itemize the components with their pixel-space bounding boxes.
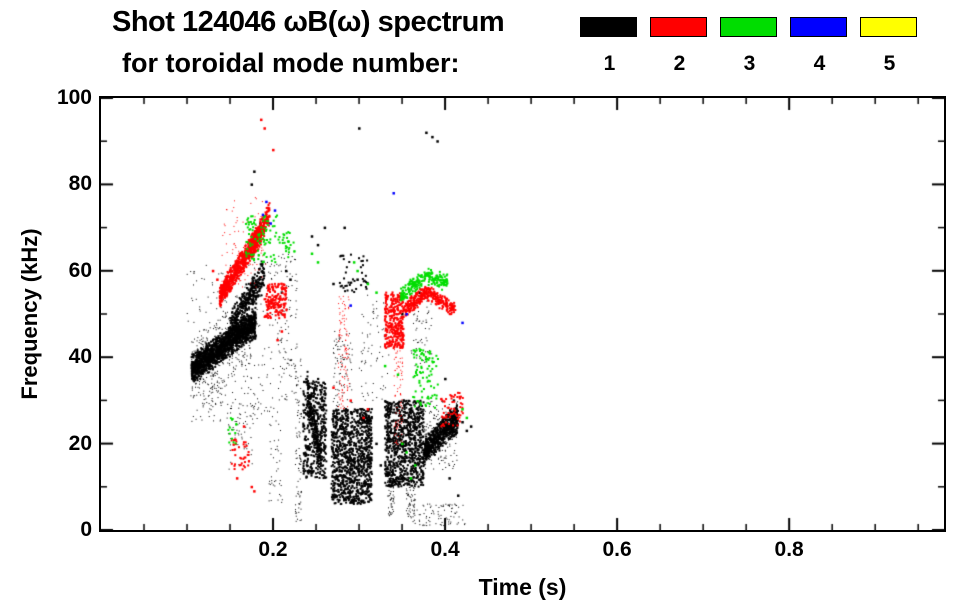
legend-swatch-n5 — [860, 17, 917, 37]
spectrogram-canvas — [101, 98, 944, 530]
y-tick-label-60: 60 — [68, 258, 92, 282]
figure-subtitle: for toroidal mode number: — [122, 48, 460, 78]
y-tick-label-40: 40 — [68, 345, 92, 369]
x-tick-label-0.4: 0.4 — [430, 538, 460, 561]
x-tick-label-0.2: 0.2 — [258, 538, 288, 561]
y-tick-label-80: 80 — [68, 172, 92, 196]
figure-title: Shot 124046 ωB(ω) spectrum — [112, 6, 505, 38]
x-tick-label-0.8: 0.8 — [774, 538, 804, 561]
legend-label-n2: 2 — [673, 52, 686, 75]
legend-label-n4: 4 — [813, 52, 826, 75]
legend-swatch-n3 — [720, 17, 777, 37]
legend-swatch-n4 — [790, 17, 847, 37]
y-tick-label-20: 20 — [68, 431, 92, 455]
legend-swatch-n1 — [580, 17, 637, 37]
y-tick-label-0: 0 — [80, 518, 92, 541]
x-tick-label-0.6: 0.6 — [602, 538, 632, 561]
legend-label-n3: 3 — [743, 52, 756, 75]
legend-label-n1: 1 — [603, 52, 616, 75]
legend-swatch-n2 — [650, 17, 707, 37]
x-axis-label: Time (s) — [478, 574, 567, 600]
y-axis-label: Frequency (kHz) — [17, 228, 42, 400]
legend-label-n5: 5 — [883, 52, 896, 75]
y-tick-label-100: 100 — [56, 86, 92, 109]
plot-frame — [99, 96, 946, 532]
